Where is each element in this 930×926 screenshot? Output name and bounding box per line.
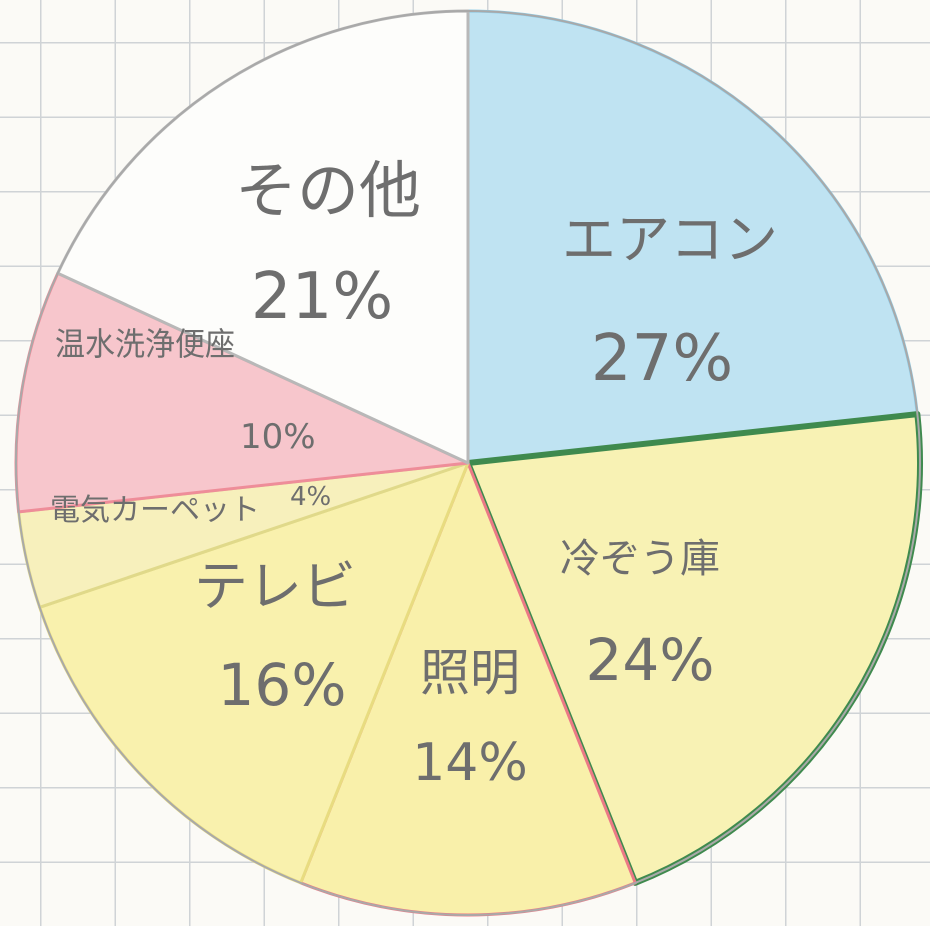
slice-name-other: その他 [235, 154, 421, 227]
slice-label-lighting: 照明 14% [412, 644, 528, 793]
slice-name-electric-carpet: 電気カーペット [50, 493, 260, 528]
slice-value-refrigerator: 24% [586, 626, 715, 694]
slice-name-refrigerator: 冷ぞう庫 [560, 536, 720, 582]
pie-outline [15, 10, 921, 916]
slice-label-refrigerator: 冷ぞう庫 24% [560, 536, 720, 694]
slice-name-lighting: 照明 [420, 644, 520, 702]
slice-value-lighting: 14% [412, 733, 528, 793]
slice-value-warm-toilet-seat: 10% [240, 417, 316, 457]
slice-label-electric-carpet: 電気カーペット 4% [50, 482, 331, 528]
slice-label-air-conditioner: エアコン 27% [562, 208, 778, 396]
slice-value-tv: 16% [218, 651, 347, 719]
slice-value-air-conditioner: 27% [591, 322, 733, 396]
slice-label-tv: テレビ 16% [194, 555, 356, 719]
slice-name-air-conditioner: エアコン [562, 208, 778, 271]
slice-name-tv: テレビ [194, 555, 356, 618]
slice-label-other: その他 21% [235, 154, 421, 334]
slice-label-warm-toilet-seat: 温水洗浄便座 10% [55, 325, 316, 457]
slice-value-other: 21% [251, 260, 393, 334]
slice-value-electric-carpet: 4% [290, 482, 331, 512]
slice-name-warm-toilet-seat: 温水洗浄便座 [55, 325, 235, 363]
